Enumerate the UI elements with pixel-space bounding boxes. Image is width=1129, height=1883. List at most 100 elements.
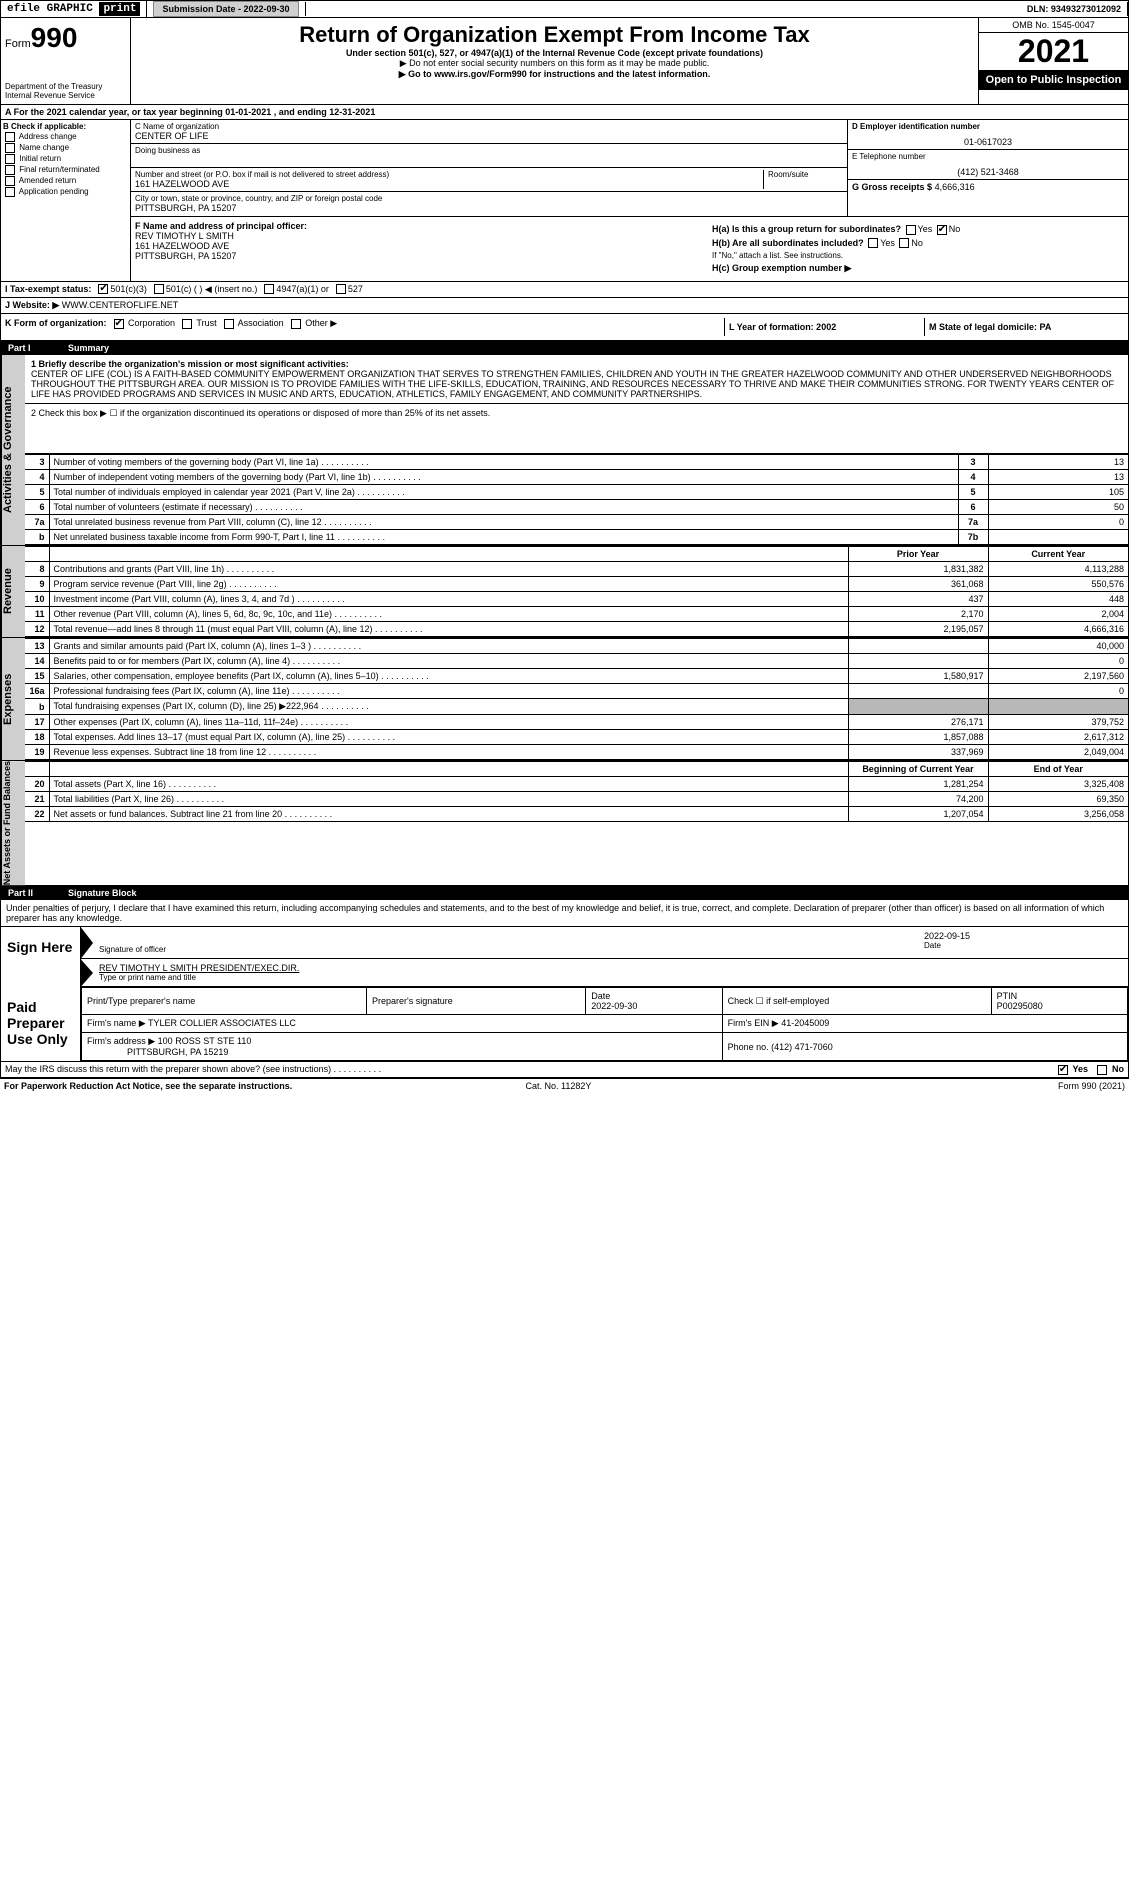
table-row: 9Program service revenue (Part VIII, lin… — [25, 577, 1128, 592]
table-row: bNet unrelated business taxable income f… — [25, 530, 1128, 545]
chk-final[interactable]: Final return/terminated — [3, 165, 128, 175]
form-title: Return of Organization Exempt From Incom… — [135, 22, 974, 48]
arrow-icon-2 — [81, 959, 93, 986]
chk-501c[interactable] — [154, 284, 164, 294]
hb-no[interactable] — [899, 238, 909, 248]
gross-label: G Gross receipts $ — [852, 182, 932, 192]
hb-yes[interactable] — [868, 238, 878, 248]
ha-no-label: No — [949, 224, 961, 234]
part1-header: Part I Summary — [0, 341, 1129, 355]
discuss-row: May the IRS discuss this return with the… — [0, 1062, 1129, 1078]
fein: 41-2045009 — [781, 1018, 829, 1028]
city-cell: City or town, state or province, country… — [131, 192, 847, 216]
table-row: 5Total number of individuals employed in… — [25, 485, 1128, 500]
table-row: 14Benefits paid to or for members (Part … — [25, 654, 1128, 669]
part2-title: Signature Block — [68, 888, 137, 898]
city: PITTSBURGH, PA 15207 — [135, 203, 843, 213]
ein-cell: D Employer identification number 01-0617… — [848, 120, 1128, 150]
i-3: 527 — [348, 284, 363, 295]
k-left: K Form of organization: Corporation Trus… — [1, 314, 341, 340]
hb2: If "No," attach a list. See instructions… — [712, 251, 1124, 260]
sig-name-cell: REV TIMOTHY L SMITH PRESIDENT/EXEC.DIR. … — [81, 959, 1128, 987]
sign-here-row: Sign Here Signature of officer 2022-09-1… — [1, 927, 1128, 987]
print-button[interactable]: print — [99, 2, 140, 16]
chk-amended[interactable]: Amended return — [3, 176, 128, 186]
ha-yes[interactable] — [906, 225, 916, 235]
i-label: I Tax-exempt status: — [5, 284, 91, 295]
part2-header: Part II Signature Block — [0, 886, 1129, 900]
chk-4947[interactable] — [264, 284, 274, 294]
rev-table: Prior YearCurrent Year8Contributions and… — [25, 546, 1128, 637]
discuss-answers: Yes No — [1056, 1064, 1124, 1075]
irs-link[interactable]: ▶ Go to www.irs.gov/Form990 for instruct… — [135, 69, 974, 80]
dba-label: Doing business as — [135, 146, 843, 155]
tax-year: 2021 — [979, 33, 1128, 70]
firm-row: Firm's name ▶ TYLER COLLIER ASSOCIATES L… — [82, 1015, 1128, 1033]
b-2: Initial return — [19, 154, 61, 163]
dy: Yes — [1072, 1064, 1088, 1074]
officer-addr1: 161 HAZELWOOD AVE — [135, 241, 704, 251]
state-domicile: M State of legal domicile: PA — [924, 318, 1124, 336]
table-row: 10Investment income (Part VIII, column (… — [25, 592, 1128, 607]
submission-btn[interactable]: Submission Date - 2022-09-30 — [153, 1, 298, 17]
i-0: 501(c)(3) — [110, 284, 147, 295]
footer-r: Form 990 (2021) — [1058, 1081, 1125, 1091]
chk-name[interactable]: Name change — [3, 143, 128, 153]
website[interactable]: WWW.CENTEROFLIFE.NET — [62, 300, 179, 311]
chk-501c3[interactable] — [98, 284, 108, 294]
ph4[interactable]: Check ☐ if self-employed — [722, 988, 991, 1015]
table-row: 3Number of voting members of the governi… — [25, 455, 1128, 470]
faddr-label: Firm's address ▶ — [87, 1036, 155, 1046]
header-right: OMB No. 1545-0047 2021 Open to Public In… — [978, 18, 1128, 104]
fphone: (412) 471-7060 — [771, 1042, 833, 1052]
col-b: B Check if applicable: Address change Na… — [1, 120, 131, 281]
k-2: Association — [238, 318, 284, 328]
table-row: 19Revenue less expenses. Subtract line 1… — [25, 745, 1128, 760]
faddr2: PITTSBURGH, PA 15219 — [127, 1047, 228, 1057]
sig-name: REV TIMOTHY L SMITH PRESIDENT/EXEC.DIR. — [99, 963, 1124, 973]
h-b: H(b) Are all subordinates included? Yes … — [712, 238, 1124, 249]
efile-label: efile GRAPHIC print — [1, 1, 147, 17]
form-header: Form990 Department of the Treasury Inter… — [0, 18, 1129, 105]
ph5l: PTIN — [997, 991, 1018, 1001]
faddr1: 100 ROSS ST STE 110 — [158, 1036, 252, 1046]
discuss-no[interactable] — [1097, 1065, 1107, 1075]
chk-address[interactable]: Address change — [3, 132, 128, 142]
mission-text: CENTER OF LIFE (COL) IS A FAITH-BASED CO… — [31, 369, 1122, 399]
governance-section: Activities & Governance 1 Briefly descri… — [0, 355, 1129, 546]
ein-label: D Employer identification number — [852, 122, 1124, 131]
table-row: 20Total assets (Part X, line 16)1,281,25… — [25, 777, 1128, 792]
submission-date: Submission Date - 2022-09-30 — [147, 2, 305, 16]
revenue-section: Revenue Prior YearCurrent Year8Contribut… — [0, 546, 1129, 638]
chk-initial[interactable]: Initial return — [3, 154, 128, 164]
ssn-notice: ▶ Do not enter social security numbers o… — [135, 58, 974, 69]
side-rev: Revenue — [1, 546, 25, 637]
chk-trust[interactable] — [182, 319, 192, 329]
col-cf: C Name of organization CENTER OF LIFE Do… — [131, 120, 1128, 281]
paid-label: Paid Preparer Use Only — [1, 987, 81, 1061]
table-row: 8Contributions and grants (Part VIII, li… — [25, 562, 1128, 577]
ha-no[interactable] — [937, 225, 947, 235]
firm-cell: Firm's name ▶ TYLER COLLIER ASSOCIATES L… — [82, 1015, 723, 1033]
b-4: Amended return — [19, 176, 76, 185]
fein-label: Firm's EIN ▶ — [728, 1018, 779, 1028]
k-0: Corporation — [128, 318, 175, 328]
f-label: F Name and address of principal officer: — [135, 221, 704, 231]
ptin: P00295080 — [997, 1001, 1043, 1011]
row-a: A For the 2021 calendar year, or tax yea… — [0, 105, 1129, 120]
ph3: Date2022-09-30 — [586, 988, 722, 1015]
chk-assoc[interactable] — [224, 319, 234, 329]
ph1: Print/Type preparer's name — [82, 988, 367, 1015]
col-c: C Name of organization CENTER OF LIFE Do… — [131, 120, 848, 216]
k-1: Trust — [196, 318, 216, 328]
table-row: Prior YearCurrent Year — [25, 547, 1128, 562]
chk-other[interactable] — [291, 319, 301, 329]
footer: For Paperwork Reduction Act Notice, see … — [0, 1078, 1129, 1093]
exp-table: 13Grants and similar amounts paid (Part … — [25, 638, 1128, 760]
discuss-yes[interactable] — [1058, 1065, 1068, 1075]
chk-pending[interactable]: Application pending — [3, 187, 128, 197]
chk-corp[interactable] — [114, 319, 124, 329]
form-number: Form990 — [5, 22, 126, 54]
chk-527[interactable] — [336, 284, 346, 294]
addr: 161 HAZELWOOD AVE — [135, 179, 763, 189]
